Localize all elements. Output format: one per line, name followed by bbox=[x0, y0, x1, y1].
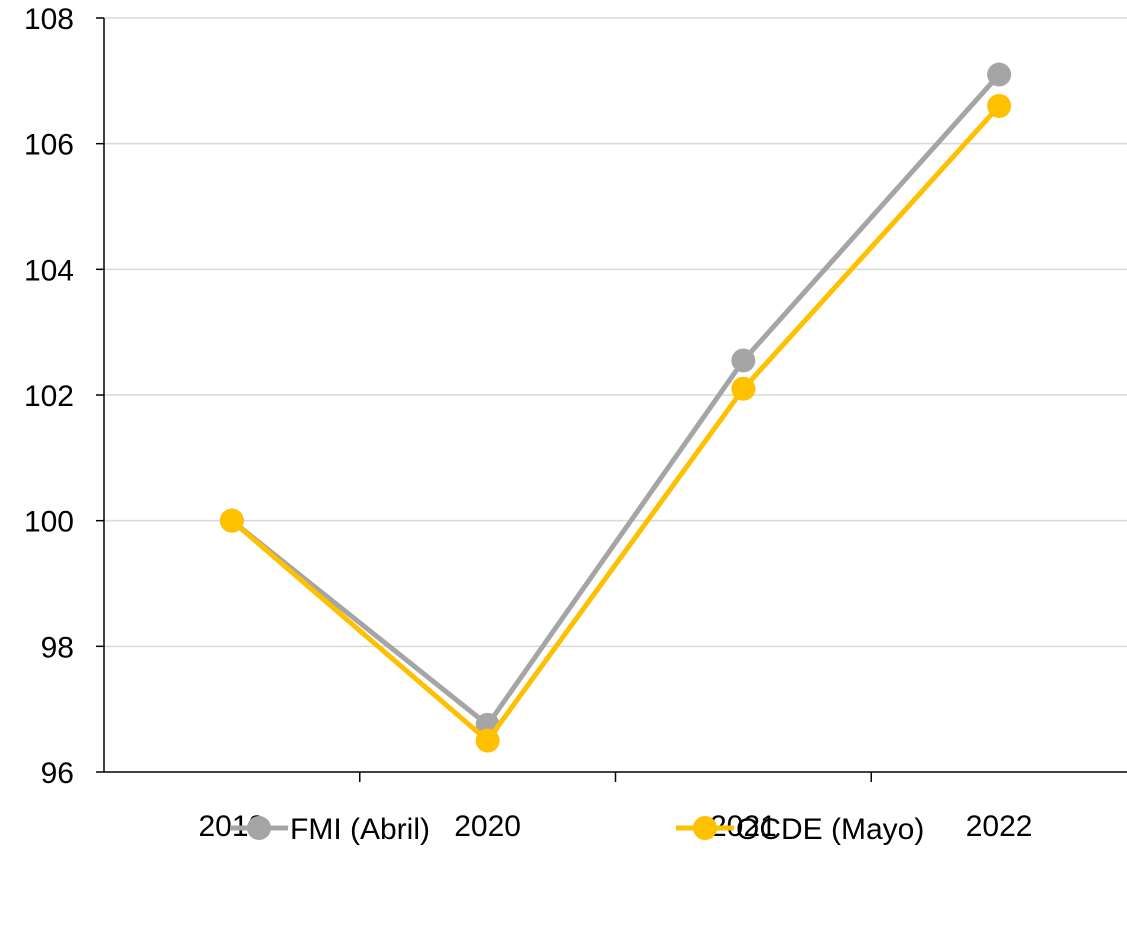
y-tick-label: 102 bbox=[24, 380, 74, 413]
data-point bbox=[987, 62, 1012, 87]
y-tick-label: 104 bbox=[24, 254, 74, 287]
y-tick-label: 108 bbox=[24, 3, 74, 36]
legend-label: OCDE (Mayo) bbox=[736, 813, 924, 846]
y-tick-label: 96 bbox=[41, 757, 74, 790]
y-tick-label: 106 bbox=[24, 129, 74, 162]
legend-label: FMI (Abril) bbox=[290, 813, 430, 846]
data-point bbox=[731, 348, 756, 373]
data-point bbox=[475, 728, 500, 753]
series-line-0 bbox=[230, 72, 1001, 728]
series-line-1 bbox=[230, 104, 1001, 744]
series-lines bbox=[219, 62, 1012, 753]
legend-marker bbox=[247, 816, 271, 840]
x-tick-label: 2020 bbox=[454, 810, 521, 843]
x-tick-label: 2022 bbox=[966, 810, 1033, 843]
data-point bbox=[731, 376, 756, 401]
axes bbox=[96, 17, 1127, 782]
data-point bbox=[987, 93, 1012, 118]
y-tick-label: 100 bbox=[24, 506, 74, 539]
gridlines bbox=[104, 17, 1127, 648]
y-tick-label: 98 bbox=[41, 631, 74, 664]
legend: FMI (Abril) OCDE (Mayo) bbox=[230, 813, 924, 846]
legend-marker bbox=[693, 816, 717, 840]
data-point bbox=[219, 508, 244, 533]
